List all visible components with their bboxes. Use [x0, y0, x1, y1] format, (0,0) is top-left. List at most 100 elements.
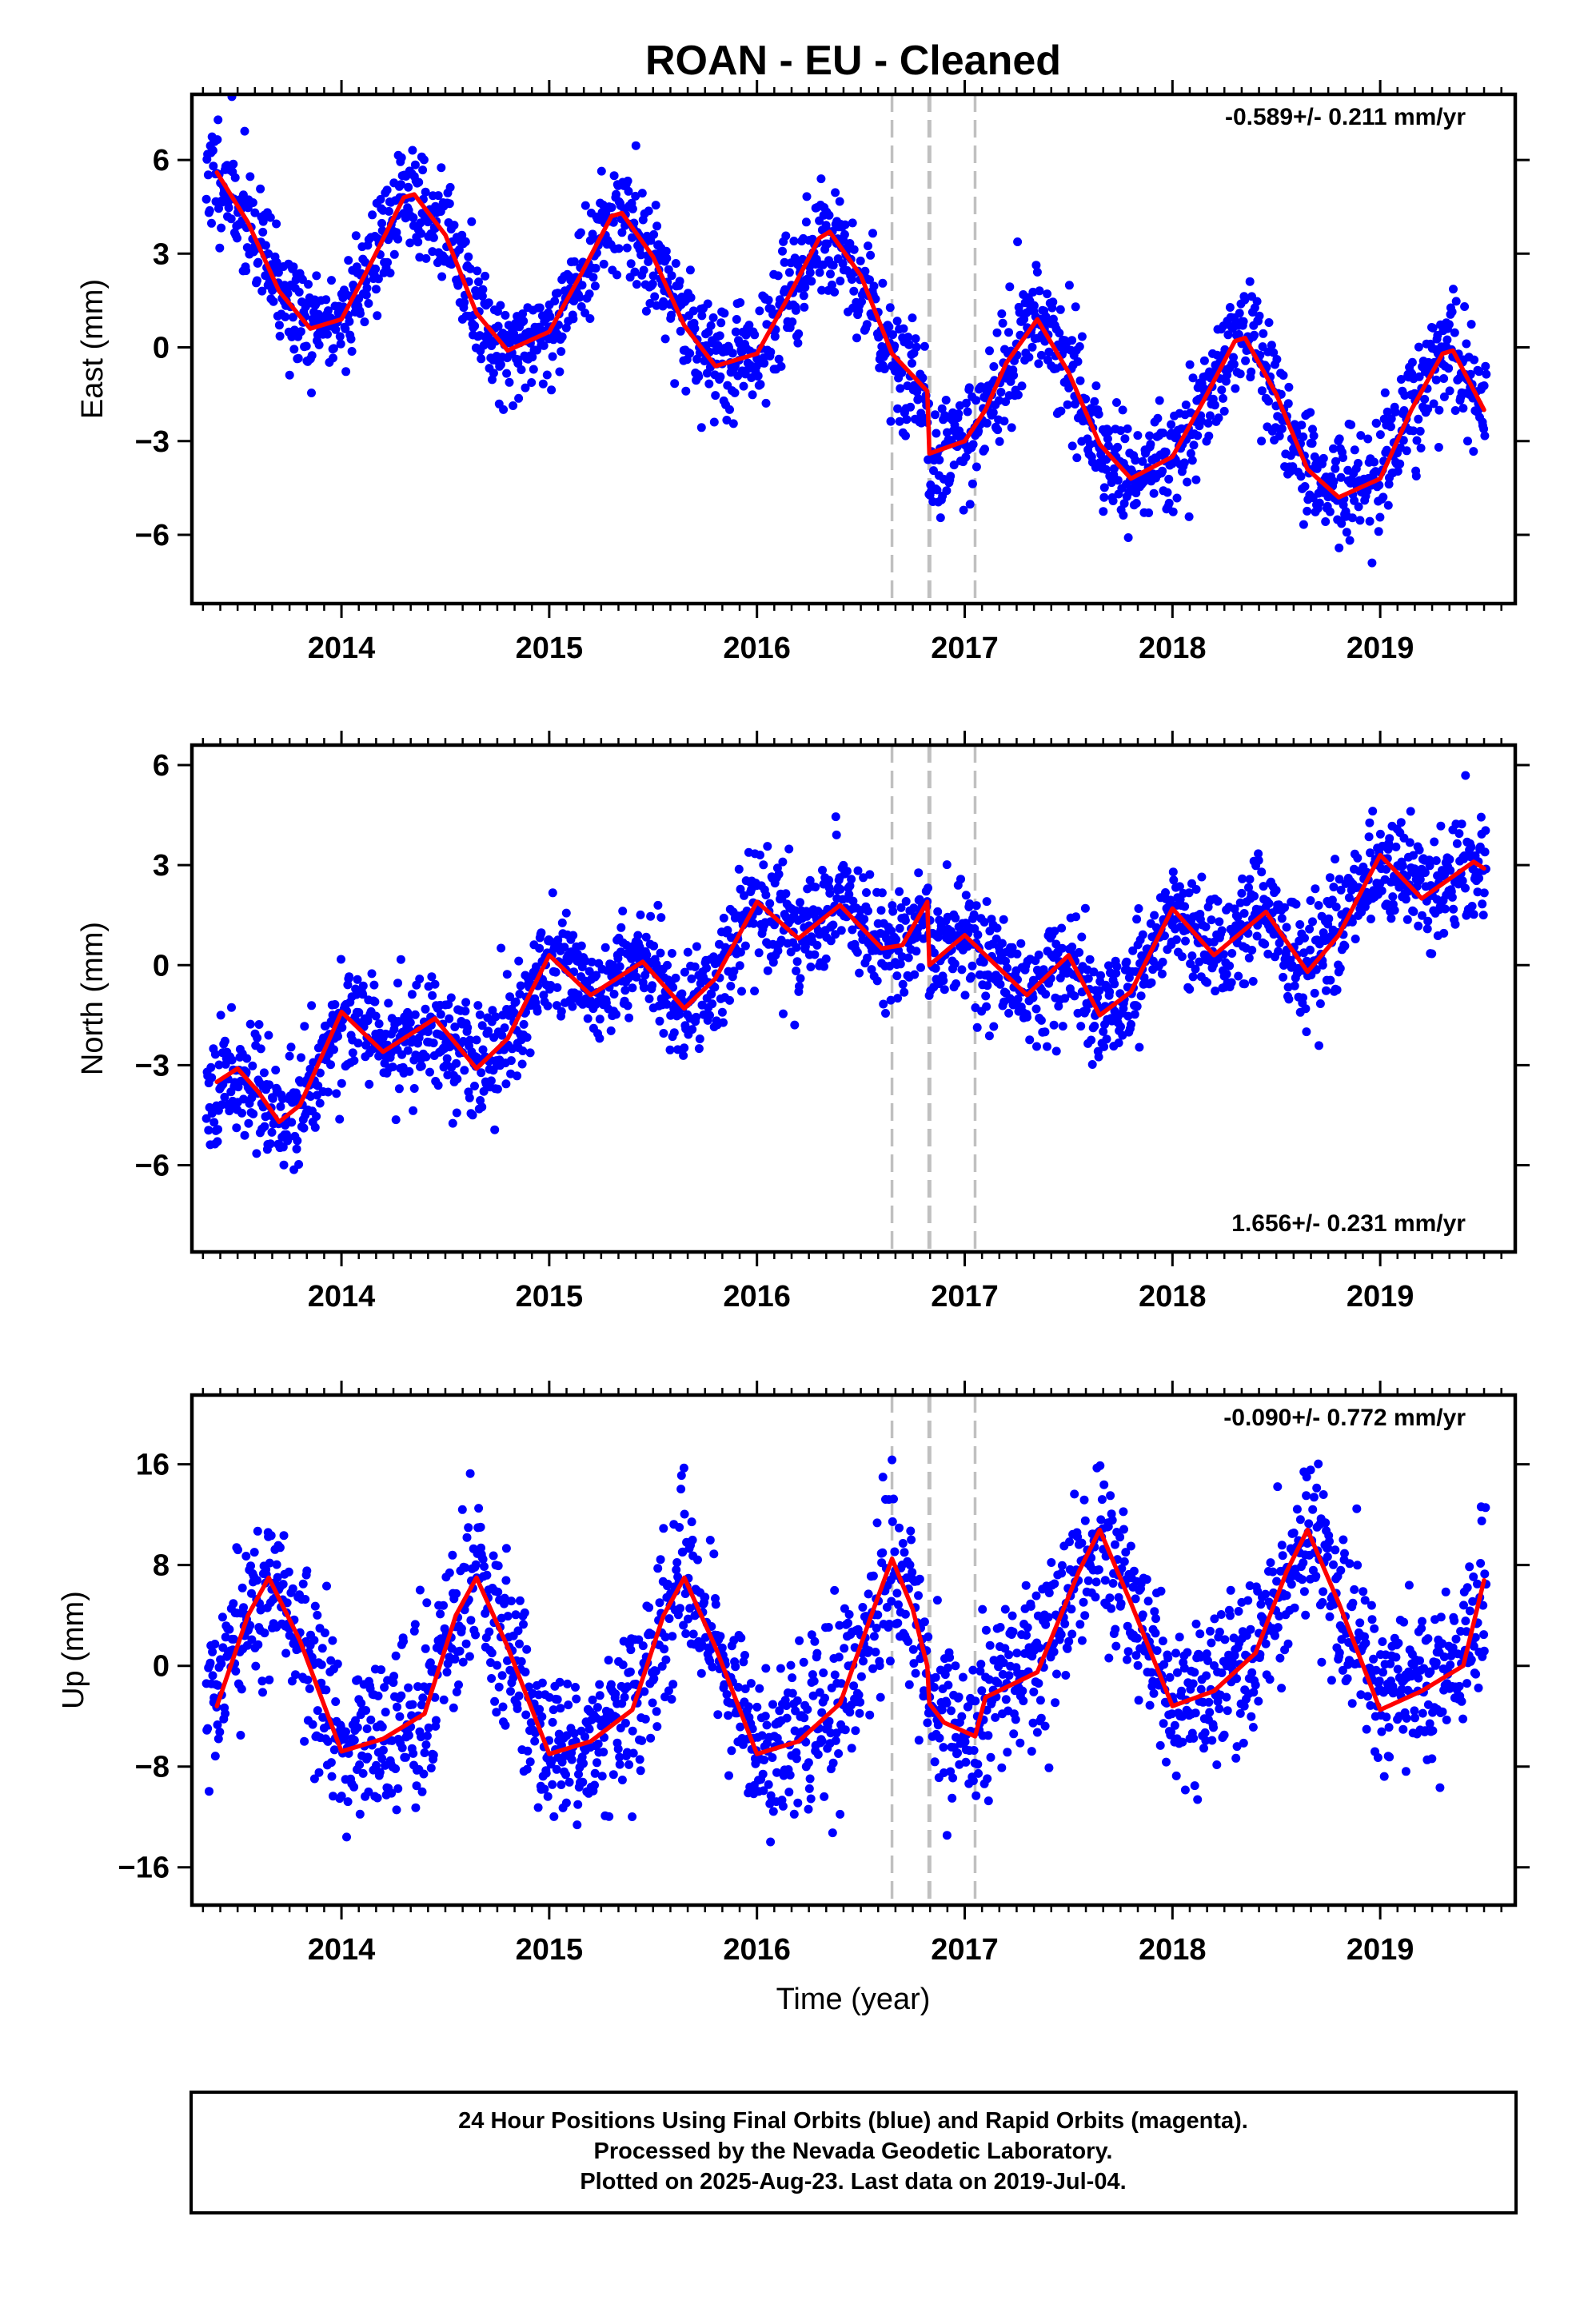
data-point [463, 1023, 472, 1032]
data-point [652, 201, 660, 209]
data-point [208, 1648, 217, 1656]
data-point [985, 1031, 994, 1040]
data-point [1442, 336, 1451, 345]
data-point [471, 1631, 480, 1640]
data-point [1461, 771, 1470, 780]
data-point [957, 965, 966, 974]
data-point [327, 276, 336, 285]
data-point [429, 1751, 438, 1760]
data-point [616, 923, 625, 932]
data-point [439, 1601, 448, 1610]
data-point [207, 1074, 216, 1082]
data-point [548, 1780, 557, 1789]
data-point [687, 293, 696, 302]
plot-background [192, 745, 1515, 1252]
data-point [607, 1026, 616, 1035]
data-point [487, 1674, 496, 1683]
data-point [589, 273, 597, 281]
data-point [615, 244, 624, 253]
data-point [523, 1033, 532, 1042]
data-point [466, 1469, 475, 1478]
data-point [1124, 533, 1133, 542]
data-point [1204, 432, 1213, 440]
data-point [1336, 964, 1345, 973]
data-point [553, 1695, 562, 1704]
data-point [241, 127, 249, 136]
data-point [404, 183, 413, 192]
data-point [1351, 445, 1359, 454]
data-point [1308, 439, 1317, 448]
data-point [228, 1056, 237, 1065]
data-point [760, 359, 768, 368]
data-point [404, 1046, 413, 1055]
data-point [1482, 370, 1490, 379]
data-point [258, 228, 267, 237]
data-point [777, 362, 786, 371]
data-point [365, 1080, 373, 1089]
y-tick-label: −3 [135, 425, 170, 459]
data-point [236, 1731, 245, 1740]
data-point [1384, 501, 1393, 510]
data-point [453, 1109, 461, 1118]
data-point [1056, 407, 1065, 416]
data-point [227, 214, 236, 223]
data-point [877, 906, 886, 915]
data-point [1279, 371, 1288, 380]
data-point [1365, 832, 1374, 841]
data-point [1451, 406, 1460, 415]
data-point [681, 387, 690, 396]
data-point [315, 341, 324, 349]
data-point [556, 1678, 565, 1687]
data-point [1095, 410, 1103, 419]
data-point [1217, 385, 1226, 394]
data-point [1247, 946, 1256, 955]
data-point [750, 987, 759, 995]
data-point [272, 220, 281, 229]
data-point [461, 1007, 469, 1015]
data-point [393, 1703, 401, 1712]
data-point [1203, 979, 1211, 987]
data-point [1227, 949, 1236, 958]
data-point [608, 203, 616, 212]
data-point [477, 354, 485, 363]
data-point [264, 1031, 273, 1040]
data-point [563, 1680, 572, 1688]
data-point [1284, 399, 1293, 408]
data-point [261, 241, 270, 250]
x-tick-label: 2014 [308, 1280, 376, 1313]
data-point [1265, 318, 1274, 327]
data-point [408, 146, 417, 155]
data-point [397, 153, 406, 162]
data-point [933, 907, 942, 916]
data-point [337, 340, 345, 349]
data-point [227, 1003, 236, 1012]
data-point [389, 1672, 398, 1680]
data-point [1197, 873, 1206, 882]
data-point [1414, 922, 1422, 931]
data-point [573, 1820, 581, 1829]
data-point [311, 1602, 320, 1611]
data-point [820, 963, 828, 971]
data-point [293, 1145, 301, 1154]
data-point [1470, 356, 1478, 365]
data-point [1348, 513, 1357, 522]
data-point [293, 1136, 301, 1145]
data-point [723, 926, 732, 935]
data-point [1135, 904, 1143, 913]
data-point [1397, 818, 1406, 827]
data-point [1180, 458, 1189, 467]
data-point [392, 1115, 401, 1124]
data-point [249, 198, 257, 207]
data-point [997, 309, 1006, 318]
data-point [719, 1018, 728, 1027]
data-point [1474, 874, 1483, 883]
data-point [892, 971, 901, 980]
data-point [853, 948, 862, 957]
data-point [526, 1757, 535, 1766]
data-point [836, 885, 845, 894]
data-point [1439, 374, 1448, 383]
data-point [1258, 386, 1267, 395]
data-point [1467, 320, 1476, 329]
data-point [470, 1082, 479, 1090]
data-point [645, 995, 654, 1003]
